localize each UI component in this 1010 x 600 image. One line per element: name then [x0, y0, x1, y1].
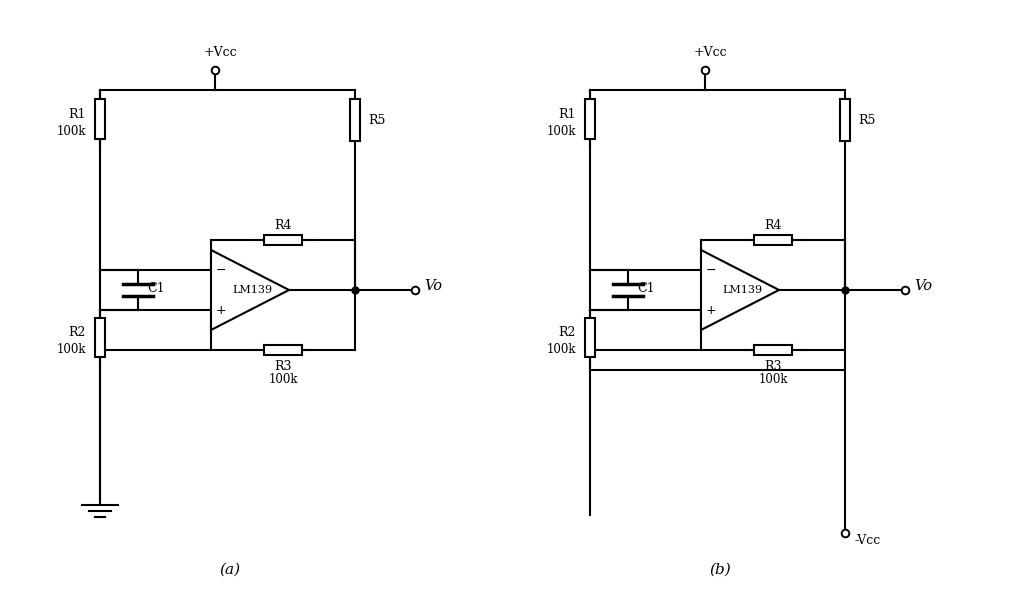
- Text: $-$: $-$: [705, 263, 716, 275]
- Text: LM139: LM139: [722, 285, 763, 295]
- Text: $+$: $+$: [705, 304, 717, 317]
- Text: 100k: 100k: [759, 373, 788, 386]
- Text: $+$: $+$: [215, 304, 226, 317]
- Bar: [95, 99, 105, 139]
- Bar: [840, 99, 850, 141]
- Text: R3: R3: [765, 360, 782, 373]
- Bar: [753, 345, 792, 355]
- Text: LM139: LM139: [232, 285, 272, 295]
- Text: C1: C1: [147, 283, 165, 295]
- Text: Vo: Vo: [424, 279, 442, 293]
- Text: (a): (a): [219, 563, 240, 577]
- Text: R1: R1: [559, 107, 576, 121]
- Text: R4: R4: [765, 219, 782, 232]
- Text: 100k: 100k: [57, 343, 86, 356]
- Polygon shape: [211, 250, 289, 330]
- Text: 100k: 100k: [546, 343, 576, 356]
- Text: 100k: 100k: [57, 125, 86, 137]
- Text: Vo: Vo: [914, 279, 932, 293]
- Text: $-$: $-$: [215, 263, 226, 275]
- Text: R3: R3: [275, 360, 292, 373]
- Text: R2: R2: [559, 326, 576, 339]
- Bar: [264, 345, 302, 355]
- Text: +Vcc: +Vcc: [693, 46, 727, 59]
- Bar: [95, 318, 105, 357]
- Text: R1: R1: [69, 107, 86, 121]
- Text: R2: R2: [69, 326, 86, 339]
- Text: -Vcc: -Vcc: [855, 533, 882, 547]
- Bar: [585, 99, 595, 139]
- Text: 100k: 100k: [269, 373, 298, 386]
- Text: C1: C1: [637, 283, 654, 295]
- Bar: [753, 235, 792, 245]
- Text: 100k: 100k: [546, 125, 576, 137]
- Text: R5: R5: [858, 113, 876, 127]
- Polygon shape: [701, 250, 779, 330]
- Text: R5: R5: [368, 113, 386, 127]
- Text: (b): (b): [709, 563, 731, 577]
- Bar: [585, 318, 595, 357]
- Bar: [350, 99, 360, 141]
- Text: R4: R4: [275, 219, 292, 232]
- Bar: [264, 235, 302, 245]
- Text: +Vcc: +Vcc: [203, 46, 236, 59]
